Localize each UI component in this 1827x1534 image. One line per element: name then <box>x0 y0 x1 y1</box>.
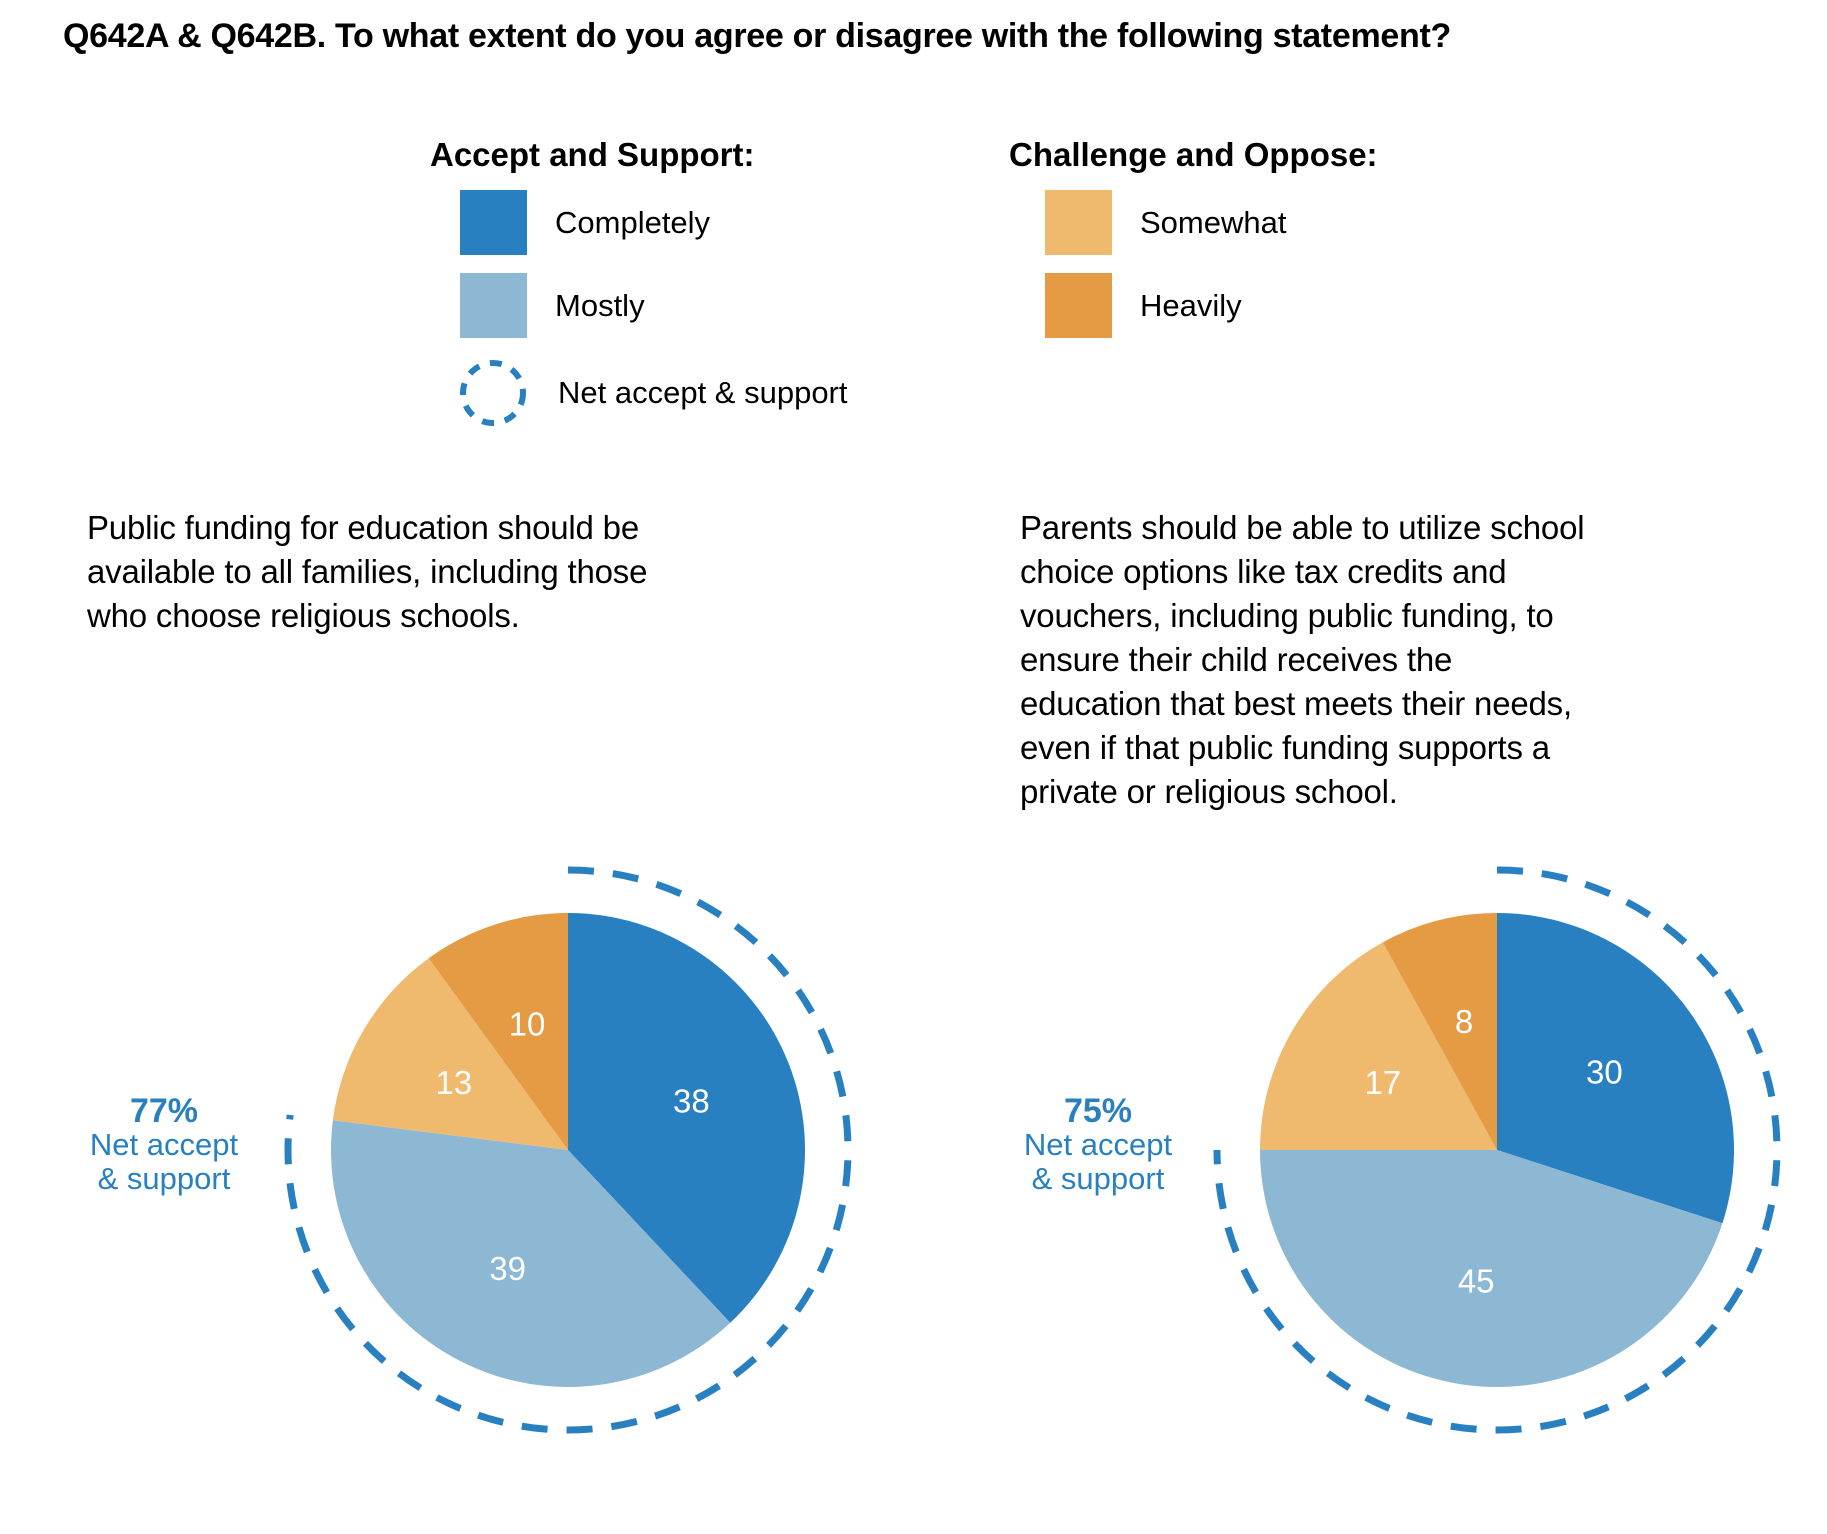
net-line-left-1: Net accept <box>89 1127 239 1162</box>
pie-slice-heavily <box>428 913 568 1150</box>
mostly-color-swatch <box>460 273 527 338</box>
legend-item-somewhat: Somewhat <box>1045 190 1378 255</box>
net-pct-right: 75% <box>1063 1092 1133 1130</box>
net-line-right-1: Net accept <box>1023 1127 1173 1162</box>
net-label-left: 77% Net accept & support <box>34 1094 294 1196</box>
pie-chart-left: 38 39 13 10 <box>284 866 852 1434</box>
slice-value-label-somewhat: 13 <box>435 1064 472 1101</box>
pie-slice-mostly <box>1260 1150 1723 1388</box>
legend-item-heavily: Heavily <box>1045 273 1378 338</box>
slice-value-label-somewhat: 17 <box>1364 1064 1401 1101</box>
slice-value-label-heavily: 8 <box>1455 1003 1473 1040</box>
net-label-right: 75% Net accept & support <box>968 1094 1228 1196</box>
figure-title: Q642A & Q642B. To what extent do you agr… <box>63 17 1451 55</box>
slice-value-label-heavily: 10 <box>509 1005 546 1042</box>
net-accept-dashed-arc <box>284 866 852 1434</box>
slice-value-label-completely: 30 <box>1586 1054 1623 1091</box>
pie-slice-completely <box>568 913 806 1323</box>
legend-group-accept-support: Accept and Support: Completely Mostly Ne… <box>430 135 848 448</box>
net-line-left-2: & support <box>97 1161 231 1196</box>
legend-item-net-accept: Net accept & support <box>460 356 848 430</box>
statement-right: Parents should be able to utilize school… <box>1020 509 1585 810</box>
legend-item-mostly: Mostly <box>460 273 848 338</box>
pie-slice-mostly <box>331 1120 731 1388</box>
slice-value-label-mostly: 39 <box>489 1250 526 1287</box>
legend-group-challenge-oppose: Challenge and Oppose: Somewhat Heavily <box>1009 135 1378 356</box>
somewhat-color-swatch <box>1045 190 1112 255</box>
legend-heading-accept-support: Accept and Support: <box>430 136 755 173</box>
legend-item-completely: Completely <box>460 190 848 255</box>
legend-label-completely: Completely <box>555 204 711 240</box>
legend-label-somewhat: Somewhat <box>1140 204 1287 240</box>
net-line-right-2: & support <box>1031 1161 1165 1196</box>
completely-color-swatch <box>460 190 527 255</box>
legend-label-mostly: Mostly <box>555 287 645 323</box>
net-pct-left: 77% <box>129 1092 199 1130</box>
net-accept-dashed-circle-icon <box>456 356 530 430</box>
pie-chart-right: 30 45 17 8 <box>1213 866 1781 1434</box>
pie-slice-somewhat <box>332 958 568 1150</box>
legend-heading-challenge-oppose: Challenge and Oppose: <box>1009 136 1378 173</box>
statement-left: Public funding for education should be a… <box>87 509 648 634</box>
legend-label-net-accept: Net accept & support <box>558 375 848 410</box>
pie-slice-somewhat <box>1260 942 1497 1150</box>
slice-value-label-mostly: 45 <box>1458 1263 1495 1300</box>
heavily-color-swatch <box>1045 273 1112 338</box>
legend-label-heavily: Heavily <box>1140 287 1242 323</box>
pie-slice-completely <box>1497 913 1735 1224</box>
pie-slice-heavily <box>1382 913 1497 1150</box>
slice-value-label-completely: 38 <box>673 1083 710 1120</box>
